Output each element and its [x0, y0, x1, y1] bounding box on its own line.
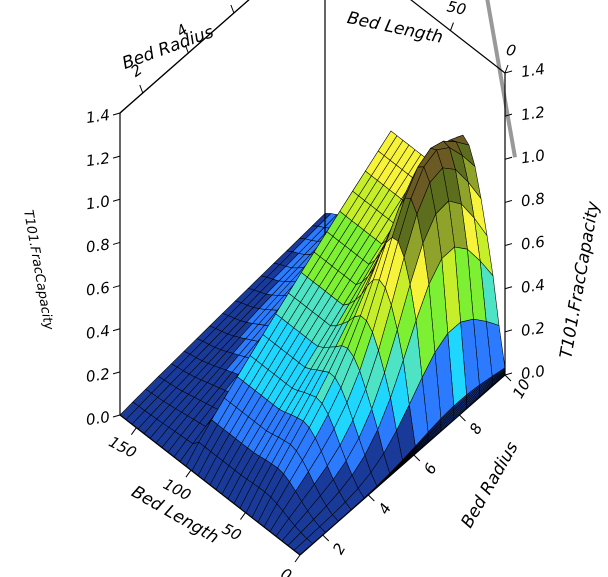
z-tick-left: [112, 198, 121, 202]
x-tick-front: [294, 554, 301, 563]
z-tick-left: [112, 155, 121, 159]
y-tick-label-top: 6: [219, 0, 237, 1]
z-tick-label-left: 0.2: [85, 365, 111, 386]
z-axis-title-right: T101.FracCapacity: [556, 199, 603, 360]
z-tick-right: [504, 243, 513, 247]
z-tick-right: [504, 113, 513, 117]
x-tick-label-front: 0: [278, 564, 295, 577]
x-tick-front: [240, 512, 246, 520]
y-axis-title-top: Bed Radius: [120, 22, 217, 74]
z-tick-label-left: 1.4: [85, 106, 111, 127]
x-tick-front: [130, 427, 137, 436]
z-tick-left: [112, 414, 121, 418]
x-axis-front: [119, 414, 301, 556]
surface-mesh: [119, 130, 506, 556]
y-tick-label-front: 6: [420, 460, 440, 477]
reference-plane-line: [485, 0, 517, 158]
z-tick-label-right: 1.2: [520, 103, 546, 124]
z-tick-label-right: 1.0: [520, 146, 546, 167]
axes: [112, 0, 513, 563]
z-tick-label-left: 0.4: [85, 322, 111, 343]
y-tick-label-front: 8: [466, 420, 486, 437]
x-tick-top: [504, 64, 509, 74]
x-axis-top: [410, 0, 506, 74]
z-tick-right: [504, 199, 513, 203]
z-tick-left: [112, 112, 121, 116]
top-back-edge: [119, 0, 250, 114]
x-tick-label-front: 150: [106, 433, 140, 462]
y-tick-top: [184, 44, 189, 54]
y-tick-front: [413, 454, 421, 462]
z-tick-left: [112, 285, 121, 289]
y-axis-title-front: Bed Radius: [457, 438, 522, 531]
x-tick-front: [185, 469, 192, 478]
z-tick-label-right: 0.2: [520, 319, 546, 340]
z-tick-label-left: 0.0: [85, 408, 111, 429]
y-tick-front: [322, 534, 330, 542]
z-tick-right: [504, 70, 513, 74]
z-tick-label-left: 0.6: [85, 279, 111, 300]
y-tick-top: [139, 84, 144, 94]
z-tick-left: [112, 371, 121, 375]
z-tick-right: [504, 329, 513, 333]
z-tick-label-right: 1.4: [520, 60, 546, 81]
z-tick-right: [504, 286, 513, 290]
y-axis-front: [299, 374, 506, 556]
z-tick-left: [112, 241, 121, 245]
y-tick-label-front: 4: [375, 500, 395, 517]
y-tick-top: [230, 4, 235, 14]
z-axis-title-left: T101.FracCapacity: [20, 209, 56, 332]
z-tick-right: [504, 372, 513, 376]
y-tick-front: [459, 414, 466, 422]
z-tick-label-right: 0.6: [520, 233, 546, 254]
z-tick-right: [504, 156, 513, 160]
z-tick-label-left: 1.0: [85, 192, 111, 213]
x-tick-label-top: 0: [505, 41, 518, 61]
z-tick-label-left: 0.8: [85, 235, 111, 256]
x-tick-label-top: 50: [445, 0, 467, 19]
x-tick-label-front: 50: [219, 520, 244, 545]
y-tick-front: [367, 494, 375, 502]
reference-plane: [485, 0, 517, 158]
z-tick-label-right: 0.8: [520, 189, 546, 210]
z-tick-label-right: 0.0: [520, 362, 546, 383]
z-tick-label-left: 1.2: [85, 149, 111, 170]
y-tick-label-front: 2: [329, 540, 349, 557]
z-tick-left: [112, 328, 121, 332]
z-tick-label-right: 0.4: [520, 276, 546, 297]
y-tick-front: [504, 374, 512, 382]
x-tick-top: [449, 22, 454, 31]
